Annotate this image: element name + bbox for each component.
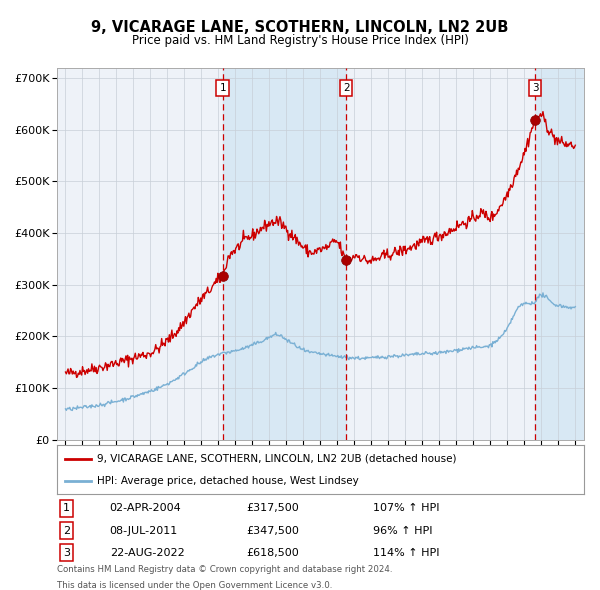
Text: 1: 1 xyxy=(220,83,226,93)
Text: This data is licensed under the Open Government Licence v3.0.: This data is licensed under the Open Gov… xyxy=(57,581,332,590)
Text: 08-JUL-2011: 08-JUL-2011 xyxy=(110,526,178,536)
Text: 96% ↑ HPI: 96% ↑ HPI xyxy=(373,526,433,536)
Text: 9, VICARAGE LANE, SCOTHERN, LINCOLN, LN2 2UB (detached house): 9, VICARAGE LANE, SCOTHERN, LINCOLN, LN2… xyxy=(97,454,456,464)
Bar xyxy=(535,68,584,440)
Bar xyxy=(223,68,346,440)
Text: 107% ↑ HPI: 107% ↑ HPI xyxy=(373,503,440,513)
Text: Contains HM Land Registry data © Crown copyright and database right 2024.: Contains HM Land Registry data © Crown c… xyxy=(57,565,392,573)
Text: 02-APR-2004: 02-APR-2004 xyxy=(110,503,181,513)
Text: 1: 1 xyxy=(63,503,70,513)
Text: 3: 3 xyxy=(532,83,539,93)
Text: Price paid vs. HM Land Registry's House Price Index (HPI): Price paid vs. HM Land Registry's House … xyxy=(131,34,469,47)
Text: 2: 2 xyxy=(63,526,70,536)
Text: 2: 2 xyxy=(343,83,350,93)
Text: 114% ↑ HPI: 114% ↑ HPI xyxy=(373,548,440,558)
Text: HPI: Average price, detached house, West Lindsey: HPI: Average price, detached house, West… xyxy=(97,476,358,486)
Text: £618,500: £618,500 xyxy=(247,548,299,558)
Text: 9, VICARAGE LANE, SCOTHERN, LINCOLN, LN2 2UB: 9, VICARAGE LANE, SCOTHERN, LINCOLN, LN2… xyxy=(91,20,509,35)
Text: 22-AUG-2022: 22-AUG-2022 xyxy=(110,548,184,558)
Text: £317,500: £317,500 xyxy=(247,503,299,513)
Text: £347,500: £347,500 xyxy=(247,526,299,536)
Text: 3: 3 xyxy=(63,548,70,558)
